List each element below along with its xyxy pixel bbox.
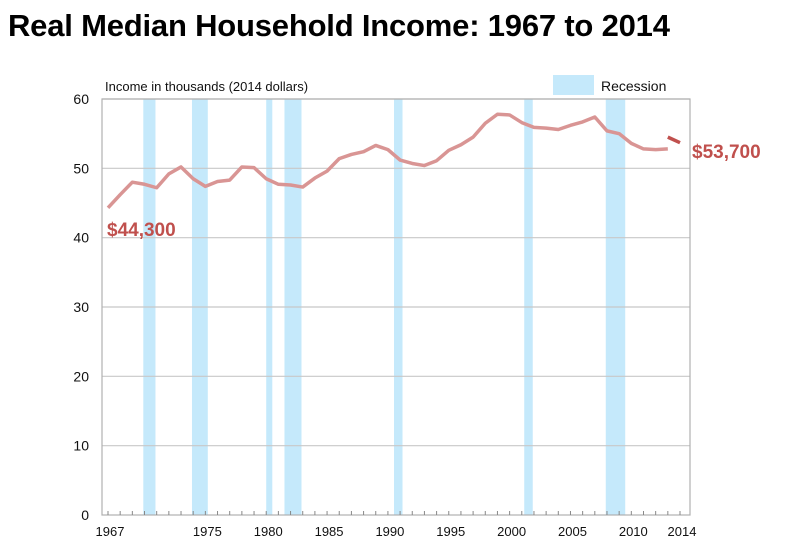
- income-series-line-1: [106, 112, 668, 210]
- y-tick-label: 10: [73, 438, 89, 454]
- x-tick-label: 1967: [96, 524, 125, 539]
- y-tick-label: 40: [73, 230, 89, 246]
- chart-title: Real Median Household Income: 1967 to 20…: [8, 8, 670, 43]
- y-tick-label: 50: [73, 160, 89, 176]
- y-tick-label: 20: [73, 368, 89, 384]
- x-tick-label: 2014: [668, 524, 697, 539]
- income-series-line-2: [667, 135, 681, 145]
- annotation-end-value: $53,700: [692, 142, 761, 163]
- x-tick-label: 1990: [375, 524, 404, 539]
- annotation-start-value: $44,300: [107, 220, 176, 241]
- y-tick-label: 30: [73, 299, 89, 315]
- x-tick-label: 2000: [497, 524, 526, 539]
- x-tick-label: 1980: [254, 524, 283, 539]
- y-tick-label: 0: [81, 507, 89, 523]
- x-tick-label: 1985: [315, 524, 344, 539]
- legend-recession-swatch: [553, 75, 594, 95]
- x-tick-label: 1975: [193, 524, 222, 539]
- y-axis-label: Income in thousands (2014 dollars): [105, 79, 308, 94]
- x-tick-label: 2010: [619, 524, 648, 539]
- x-tick-label: 2005: [558, 524, 587, 539]
- legend-recession-label: Recession: [601, 78, 666, 94]
- x-tick-label: 1995: [436, 524, 465, 539]
- y-tick-label: 60: [73, 91, 89, 107]
- plot-frame: [101, 98, 691, 516]
